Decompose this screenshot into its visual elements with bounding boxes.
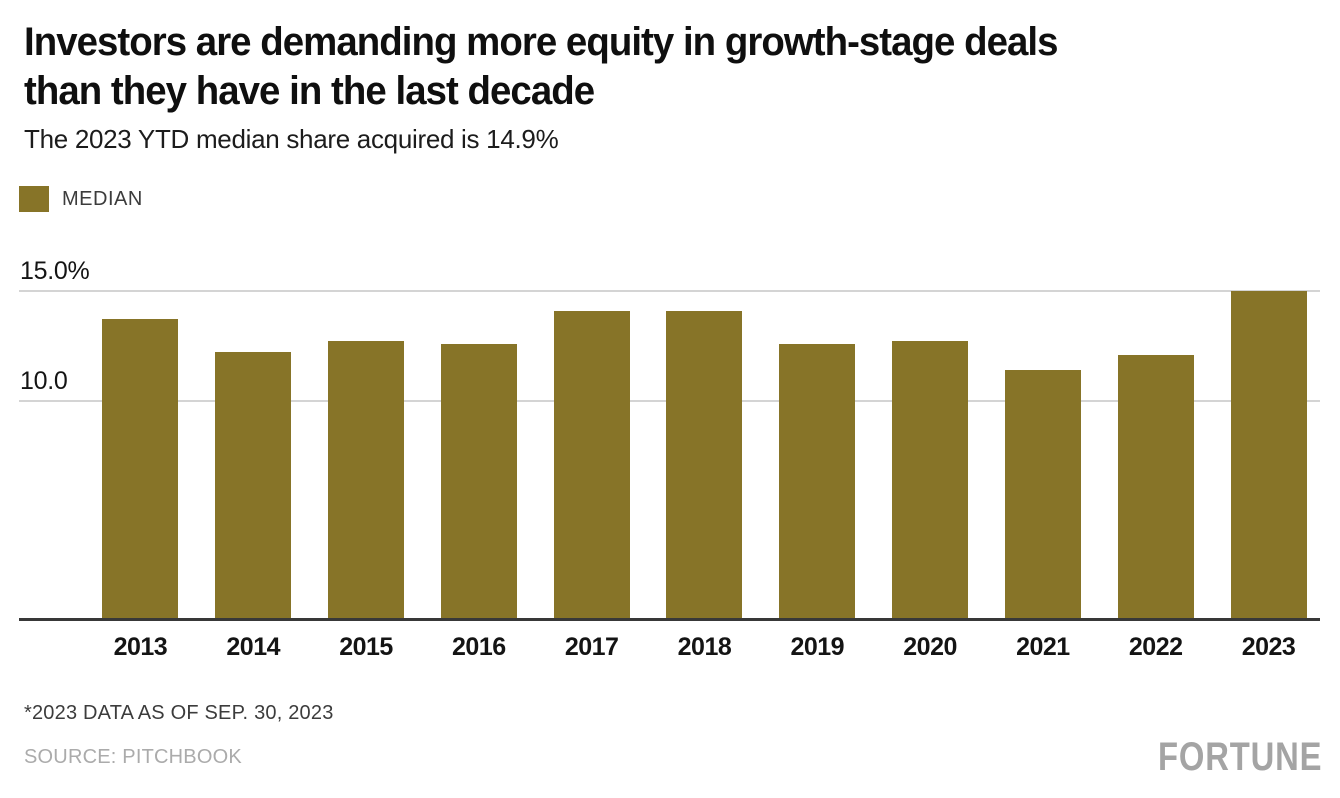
y-tick-label-15: 15.0%	[20, 256, 90, 285]
chart-title-line-1: Investors are demanding more equity in g…	[24, 20, 1058, 64]
bar-slot	[761, 233, 874, 618]
bar-2022	[1117, 354, 1194, 618]
x-tick-2013: 2013	[113, 633, 168, 661]
bar-2020	[892, 341, 969, 618]
bar-2021	[1004, 369, 1081, 618]
source-credit: SOURCE: PITCHBOOK	[24, 746, 242, 768]
x-tick-2017: 2017	[564, 633, 619, 661]
legend-swatch-icon	[19, 186, 49, 212]
chart-title: Investors are demanding more equity in g…	[24, 18, 1272, 116]
x-tick-2023: 2023	[1241, 633, 1296, 661]
x-tick-2022: 2022	[1128, 633, 1183, 661]
bar-2013	[102, 319, 179, 618]
bar-slot	[987, 233, 1100, 618]
bar-chart: 15.0% 10.0	[19, 230, 1320, 621]
bar-slot	[535, 233, 648, 618]
bar-slot	[84, 233, 197, 618]
bar-slot	[648, 233, 761, 618]
gridline-15	[19, 289, 1320, 292]
bar-2014	[215, 352, 292, 618]
bar-slot	[1212, 233, 1325, 618]
x-tick-2016: 2016	[452, 633, 506, 661]
bar-2023	[1230, 290, 1307, 618]
x-tick-2015: 2015	[339, 633, 393, 661]
x-tick-2021: 2021	[1016, 633, 1070, 661]
bar-2017	[553, 310, 630, 618]
legend: MEDIAN	[19, 186, 143, 212]
bar-slot	[422, 233, 535, 618]
x-tick-2014: 2014	[226, 633, 281, 661]
bar-2016	[440, 343, 517, 618]
x-tick-2019: 2019	[790, 633, 845, 661]
x-axis-labels: 2013 2014 2015 2016 2017 2018 2019 2020 2021 2022…	[84, 633, 1325, 662]
y-tick-label-10: 10.0	[20, 366, 68, 395]
x-tick-2020: 2020	[903, 633, 957, 661]
fortune-logo: FORTUNE	[1157, 735, 1322, 779]
x-tick-2018: 2018	[677, 633, 732, 661]
bar-slot	[874, 233, 987, 618]
bar-2019	[779, 343, 856, 618]
legend-label: MEDIAN	[62, 187, 143, 210]
bars	[84, 233, 1325, 618]
bar-2015	[328, 341, 405, 618]
bar-slot	[310, 233, 423, 618]
bar-2018	[666, 310, 743, 618]
chart-subtitle: The 2023 YTD median share acquired is 14…	[24, 124, 559, 154]
bar-slot	[1099, 233, 1212, 618]
x-axis-line	[19, 618, 1320, 621]
bar-slot	[197, 233, 310, 618]
chart-footnote: *2023 DATA AS OF SEP. 30, 2023	[24, 702, 334, 724]
chart-title-line-2: than they have in the last decade	[24, 69, 595, 113]
